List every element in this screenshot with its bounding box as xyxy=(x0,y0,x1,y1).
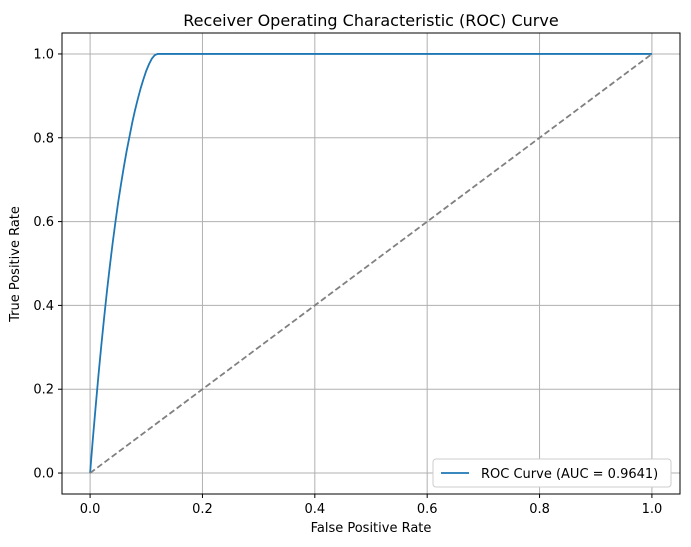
plot-frame xyxy=(61,32,681,495)
legend-box xyxy=(432,458,672,488)
y-tick-label-4: 0.8 xyxy=(33,131,54,146)
y-tick-label-0: 0.0 xyxy=(33,467,54,482)
x-axis-label: False Positive Rate xyxy=(311,521,432,536)
ticks: 0.0 0.2 0.4 0.6 0.8 1.0 0.0 0.2 0.4 0.6 0.8 1.0 xyxy=(33,47,662,517)
x-tick-label-0: 0.0 xyxy=(80,502,101,517)
x-tick-label-5: 1.0 xyxy=(642,502,663,517)
y-axis-label: True Positive Rate xyxy=(8,206,23,323)
x-tick-label-3: 0.6 xyxy=(417,502,438,517)
y-tick-label-5: 1.0 xyxy=(33,47,54,62)
x-tick-label-4: 0.8 xyxy=(529,502,550,517)
y-tick-label-2: 0.4 xyxy=(33,299,54,314)
grid xyxy=(62,33,680,494)
legend: ROC Curve (AUC = 0.9641) xyxy=(432,458,672,488)
legend-label: ROC Curve (AUC = 0.9641) xyxy=(481,467,658,482)
y-tick-label-3: 0.6 xyxy=(33,215,54,230)
x-tick-label-1: 0.2 xyxy=(192,502,213,517)
x-tick-label-2: 0.4 xyxy=(304,502,325,517)
roc-curve-line xyxy=(89,53,652,474)
y-tick-label-1: 0.2 xyxy=(33,383,54,398)
chart-title: Receiver Operating Characteristic (ROC) … xyxy=(183,11,558,30)
series-layer xyxy=(89,53,653,474)
